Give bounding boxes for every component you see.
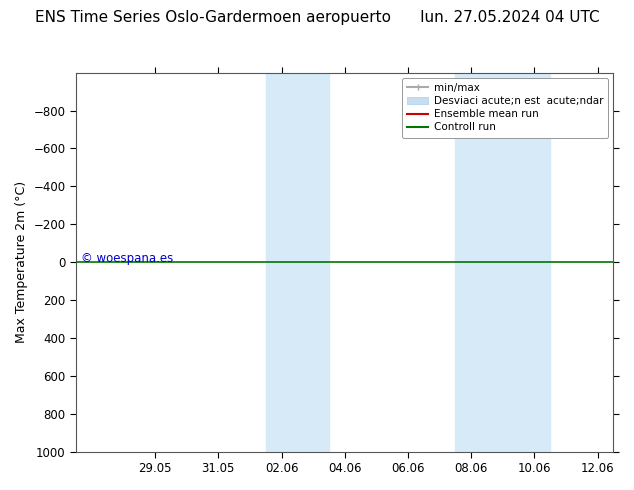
Text: ENS Time Series Oslo-Gardermoen aeropuerto      lun. 27.05.2024 04 UTC: ENS Time Series Oslo-Gardermoen aeropuer…	[35, 10, 599, 25]
Bar	[266, 73, 329, 452]
Y-axis label: Max Temperature 2m (°C): Max Temperature 2m (°C)	[15, 181, 28, 343]
Bar	[455, 73, 550, 452]
Text: © woespana.es: © woespana.es	[82, 252, 174, 265]
Legend: min/max, Desviaci acute;n est  acute;ndar, Ensemble mean run, Controll run: min/max, Desviaci acute;n est acute;ndar…	[403, 78, 608, 138]
